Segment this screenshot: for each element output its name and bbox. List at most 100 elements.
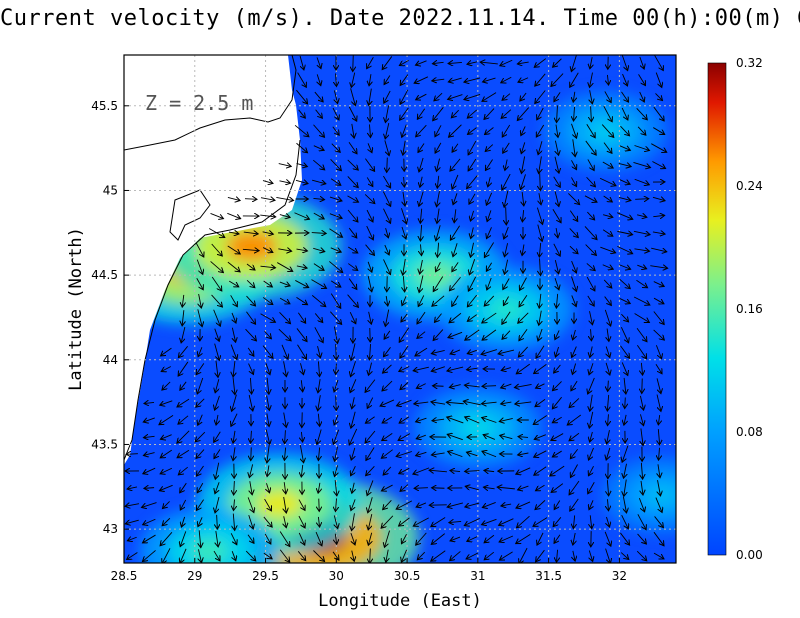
velocity-arrow [400,484,409,492]
velocity-arrow [349,312,356,324]
velocity-arrow [162,517,171,525]
velocity-arrow [621,91,628,102]
speed-core [487,297,525,321]
velocity-arrow [600,246,615,253]
velocity-arrow [499,551,513,560]
velocity-arrow [604,309,610,326]
velocity-arrow [281,344,288,359]
velocity-arrow [452,143,459,152]
velocity-arrow [501,76,512,83]
velocity-arrow [435,142,442,153]
velocity-arrow [296,266,307,268]
velocity-arrow [502,311,511,325]
velocity-arrow [520,277,527,291]
colorbar-ticks: 0.00 0.08 0.16 0.24 0.32 [736,56,763,562]
x-tick-label: 31 [470,569,485,583]
velocity-arrow [332,551,339,560]
velocity-arrow [654,55,664,70]
velocity-arrow [434,92,443,101]
velocity-arrow [267,377,269,395]
velocity-arrow [348,263,357,271]
velocity-arrow [539,310,542,326]
velocity-arrow [467,314,477,322]
velocity-arrow [180,531,187,546]
velocity-arrow [311,279,326,289]
velocity-arrow [215,379,219,393]
velocity-arrow [533,517,548,527]
velocity-arrow [420,259,423,274]
colorbar-tick-label: 0.00 [736,548,763,562]
velocity-arrow [336,344,337,360]
velocity-arrow [604,91,611,102]
velocity-arrow [317,429,322,445]
velocity-arrow [590,57,592,69]
velocity-arrow [401,313,408,322]
velocity-arrow [572,346,577,358]
velocity-arrow [483,78,496,82]
velocity-arrow [588,447,594,460]
velocity-arrow [350,88,356,105]
velocity-arrow [621,362,628,375]
velocity-arrow [365,430,376,443]
velocity-arrow [517,107,530,121]
velocity-arrow [569,398,580,407]
velocity-arrow [279,312,291,323]
velocity-arrow [539,293,541,308]
velocity-arrow [420,208,421,224]
velocity-arrow [329,261,342,272]
velocity-arrow [349,428,358,445]
velocity-arrow [625,397,626,408]
velocity-arrow [232,312,236,323]
velocity-arrow [294,212,309,220]
velocity-arrow [599,177,616,186]
y-axis-label: Latitude (North) [66,227,86,391]
velocity-arrow [653,552,664,559]
velocity-arrow [449,276,461,290]
velocity-arrow [449,521,462,522]
velocity-arrow [231,413,238,427]
velocity-arrow [603,195,613,202]
velocity-arrow [298,515,305,528]
velocity-arrow [636,327,647,341]
velocity-arrow [248,514,253,529]
velocity-arrow [214,449,221,458]
velocity-arrow [639,56,644,69]
velocity-arrow [416,383,426,389]
velocity-arrow [432,488,445,489]
velocity-arrow [384,75,391,84]
velocity-arrow [160,434,172,440]
velocity-arrow [538,328,543,341]
velocity-arrow [401,549,408,562]
velocity-arrow [330,247,341,252]
velocity-arrow [227,212,240,218]
velocity-arrow [242,249,259,250]
velocity-arrow [214,343,220,361]
velocity-arrow [144,488,155,489]
velocity-arrow [247,347,254,356]
velocity-arrow [634,313,650,322]
velocity-arrow [502,173,511,190]
velocity-arrow [633,296,650,305]
velocity-arrow [332,126,339,135]
velocity-arrow [251,447,252,460]
velocity-arrow [143,453,155,456]
velocity-arrow [216,360,218,378]
velocity-arrow [624,479,627,497]
velocity-arrow [603,279,612,288]
velocity-arrow [465,502,480,507]
velocity-arrow [653,215,664,216]
velocity-arrow [351,411,356,428]
velocity-arrow [467,109,478,118]
velocity-arrow [284,447,285,461]
velocity-arrow [435,125,442,136]
velocity-arrow [417,311,426,324]
velocity-arrow [315,531,322,546]
velocity-arrow [160,467,173,474]
velocity-arrow [621,107,628,120]
velocity-arrow [313,550,324,562]
velocity-arrow [535,500,546,509]
velocity-arrow [450,350,461,354]
velocity-arrow [246,263,255,270]
velocity-arrow [329,197,342,201]
velocity-arrow [380,399,395,406]
